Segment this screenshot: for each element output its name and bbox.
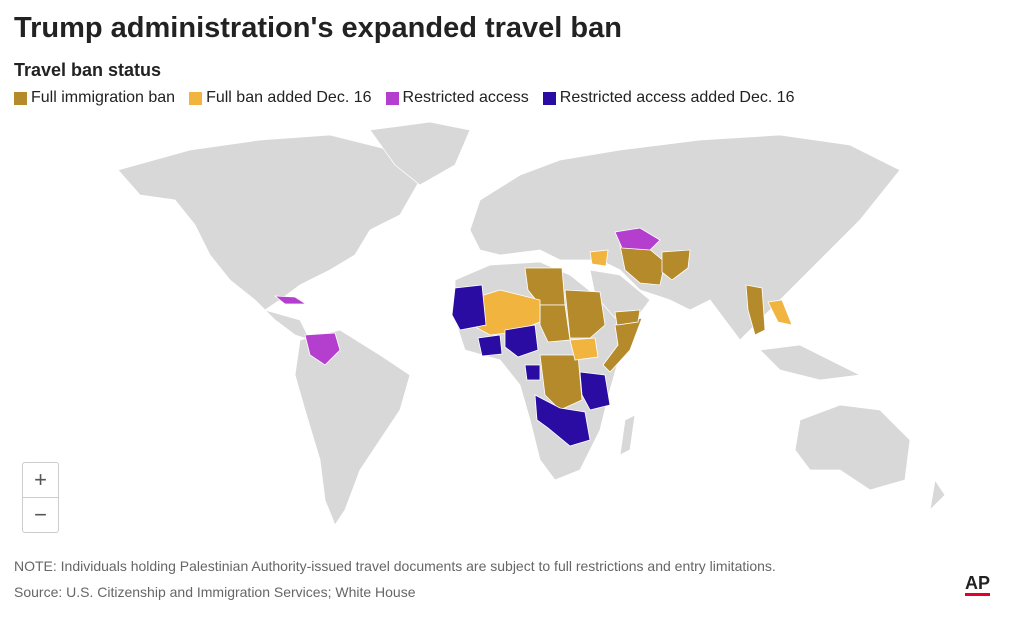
legend: Full immigration ban Full ban added Dec. … xyxy=(14,89,795,107)
title: Trump administration's expanded travel b… xyxy=(14,12,622,44)
greenland xyxy=(369,121,471,186)
logo: AP xyxy=(965,573,991,596)
country[interactable] xyxy=(589,249,609,267)
zoom-in-button[interactable]: + xyxy=(34,467,47,492)
country[interactable] xyxy=(304,332,341,366)
country[interactable] xyxy=(661,249,691,281)
madagascar xyxy=(619,414,636,456)
country[interactable] xyxy=(524,364,541,381)
country[interactable] xyxy=(564,289,606,339)
country[interactable] xyxy=(614,309,641,326)
country[interactable] xyxy=(451,284,487,331)
legend-label: Full immigration ban xyxy=(31,89,176,106)
country[interactable] xyxy=(534,394,591,447)
country[interactable] xyxy=(745,284,766,336)
country[interactable] xyxy=(767,299,793,326)
legend-label: Full ban added Dec. 16 xyxy=(206,89,372,106)
country[interactable] xyxy=(477,334,503,357)
country[interactable] xyxy=(569,337,599,361)
legend-swatch xyxy=(189,91,203,105)
country[interactable] xyxy=(602,317,643,373)
source: Source: U.S. Citizenship and Immigration… xyxy=(14,584,416,600)
north-america xyxy=(117,134,421,311)
note: NOTE: Individuals holding Palestinian Au… xyxy=(14,558,776,574)
legend-swatch xyxy=(542,91,556,105)
country[interactable] xyxy=(539,354,583,411)
legend-item: Restricted access added Dec. 16 xyxy=(542,89,795,107)
southeast-asia-islands xyxy=(759,344,862,381)
new-zealand xyxy=(929,478,946,512)
legend-item: Full immigration ban xyxy=(14,89,175,107)
country[interactable] xyxy=(273,295,308,305)
south-america xyxy=(294,329,411,526)
legend-item: Restricted access xyxy=(385,89,529,107)
legend-label: Restricted access xyxy=(402,89,529,106)
world-map xyxy=(117,121,946,526)
country[interactable] xyxy=(504,324,539,358)
australia xyxy=(794,404,911,491)
legend-item: Full ban added Dec. 16 xyxy=(189,89,372,107)
central-america xyxy=(263,309,311,341)
zoom-out-button[interactable]: − xyxy=(23,497,58,532)
legend-swatch xyxy=(385,91,399,105)
legend-label: Restricted access added Dec. 16 xyxy=(559,89,795,106)
countries xyxy=(273,227,793,447)
subtitle: Travel ban status xyxy=(14,60,162,80)
country[interactable] xyxy=(614,227,661,251)
country[interactable] xyxy=(579,371,611,411)
legend-swatch xyxy=(14,91,27,105)
zoom-control: + − xyxy=(22,462,59,533)
